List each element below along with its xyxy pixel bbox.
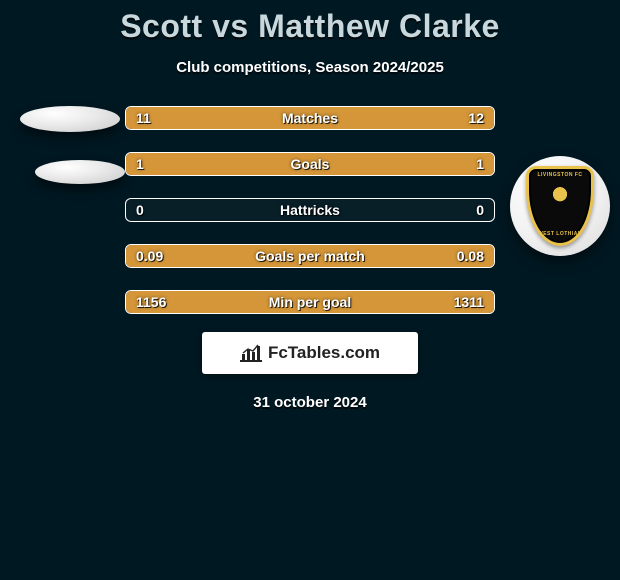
stat-row: 1Goals1	[125, 152, 495, 176]
ellipse-icon	[35, 160, 125, 184]
ellipse-icon	[20, 106, 120, 132]
club-crest-icon: LIVINGSTON FC WEST LOTHIAN	[526, 166, 594, 246]
stat-rows: 11Matches12 1Goals1 0Hattricks0 0.09Goals p…	[125, 106, 495, 314]
branding-panel[interactable]: FcTables.com	[202, 332, 418, 374]
crest-bottom-text: WEST LOTHIAN	[529, 231, 591, 237]
stat-value-right: 0	[476, 202, 484, 218]
bar-chart-icon	[240, 344, 262, 362]
stat-row: 1156Min per goal1311	[125, 290, 495, 314]
stat-label: Goals per match	[126, 248, 494, 264]
stat-value-right: 0.08	[457, 248, 484, 264]
stat-value-right: 12	[468, 110, 484, 126]
page-subtitle: Club competitions, Season 2024/2025	[0, 59, 620, 76]
stat-label: Matches	[126, 110, 494, 126]
comparison-stage: LIVINGSTON FC WEST LOTHIAN 11Matches121G…	[0, 106, 620, 314]
stat-value-right: 1	[476, 156, 484, 172]
player-right-badge: LIVINGSTON FC WEST LOTHIAN	[510, 156, 610, 256]
stat-row: 0Hattricks0	[125, 198, 495, 222]
stat-label: Goals	[126, 156, 494, 172]
stat-label: Hattricks	[126, 202, 494, 218]
page-date: 31 october 2024	[0, 394, 620, 411]
stat-value-right: 1311	[454, 294, 484, 310]
player-left-badge	[10, 106, 110, 206]
stat-label: Min per goal	[126, 294, 494, 310]
crest-top-text: LIVINGSTON FC	[529, 172, 591, 178]
stat-row: 0.09Goals per match0.08	[125, 244, 495, 268]
branding-text: FcTables.com	[268, 343, 380, 363]
stat-row: 11Matches12	[125, 106, 495, 130]
page-title: Scott vs Matthew Clarke	[0, 0, 620, 45]
